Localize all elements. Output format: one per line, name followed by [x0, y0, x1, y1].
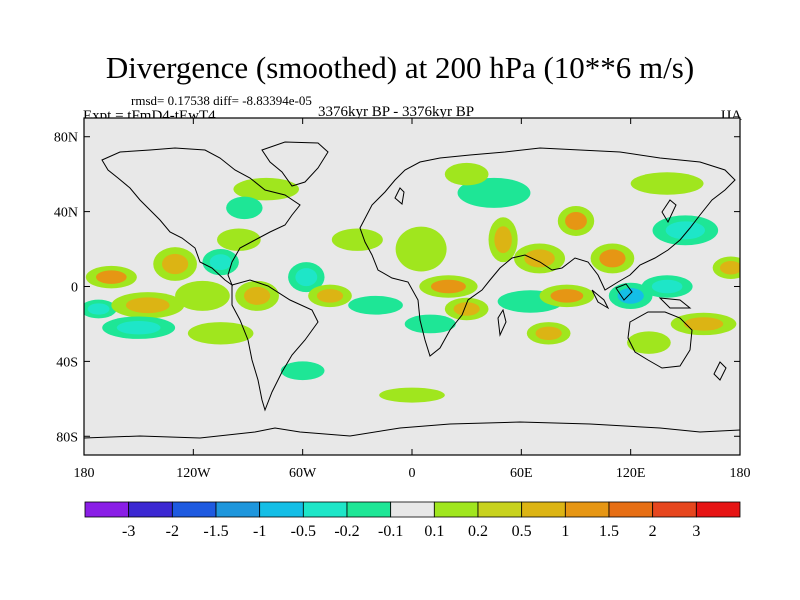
colorbar-label: -0.2	[334, 523, 359, 540]
colorbar-swatch	[302, 501, 348, 518]
contour-blob	[395, 226, 447, 272]
contour-core	[209, 254, 232, 271]
y-tick-label: 40S	[56, 355, 78, 370]
colorbar-swatch	[259, 501, 304, 518]
contour-core	[665, 221, 706, 240]
contour-core	[161, 253, 189, 275]
coast-sumatra	[591, 289, 610, 310]
colorbar-label: -0.5	[291, 523, 316, 540]
contour-core	[125, 297, 170, 314]
contour-fields	[84, 162, 740, 403]
contour-core	[651, 279, 683, 294]
coastlines	[84, 141, 740, 439]
contour-blob	[175, 280, 230, 311]
coast-new-guinea	[658, 297, 692, 309]
x-tick-label: 120E	[616, 466, 646, 481]
contour-core	[116, 320, 161, 335]
colorbar-label: 2	[649, 523, 657, 540]
contour-core	[430, 279, 466, 294]
contour-core	[535, 326, 562, 341]
colorbar-swatch	[215, 501, 261, 518]
colorbar: -3 -2 -1.5 -1 -0.5 -0.2 -0.1 0.1 0.2 0.5 1 1.5 2 3	[84, 501, 741, 540]
contour-core	[453, 302, 480, 316]
colorbar-swatch	[477, 501, 523, 518]
contour-blob	[457, 177, 531, 208]
colorbar-label: -0.1	[378, 523, 403, 540]
colorbar-swatch	[608, 501, 654, 518]
contour-core	[683, 317, 724, 331]
contour-blob	[444, 162, 489, 186]
contour-blob	[217, 228, 261, 251]
coast-antarctica	[84, 421, 740, 439]
x-tick-label: 60W	[289, 466, 317, 481]
colorbar-swatch	[84, 501, 130, 518]
contour-core	[96, 270, 127, 284]
coast-britain	[394, 187, 405, 205]
colorbar-swatch	[521, 501, 566, 518]
contour-blob	[630, 172, 704, 195]
y-tick-label: 80N	[54, 131, 78, 146]
contour-blob	[331, 228, 383, 251]
coast-new-zealand	[713, 361, 727, 381]
y-tick-label: 0	[71, 281, 78, 296]
x-tick-label: 180	[74, 466, 95, 481]
contour-core	[599, 249, 626, 268]
colorbar-swatch	[695, 501, 741, 518]
colorbar-label: -3	[122, 523, 135, 540]
contour-blob	[348, 295, 403, 315]
contour-blob	[379, 387, 445, 403]
colorbar-swatch	[346, 501, 392, 518]
contour-core	[565, 211, 587, 230]
contour-core	[243, 286, 271, 305]
contour-blob	[627, 331, 671, 354]
contour-core	[494, 226, 512, 254]
x-tick-label: 60E	[510, 466, 533, 481]
coast-greenland	[261, 141, 329, 187]
chart-title: Divergence (smoothed) at 200 hPa (10**6 …	[105, 50, 695, 85]
colorbar-swatch	[128, 501, 173, 518]
x-tick-label: 120W	[176, 466, 211, 481]
coast-borneo	[615, 283, 633, 301]
coast-madagascar	[497, 308, 507, 337]
colorbar-label: 3	[692, 523, 700, 540]
contour-blob	[404, 314, 456, 334]
y-tick-label: 40N	[54, 206, 78, 221]
contour-core	[316, 289, 344, 303]
y-tick-label: 80S	[56, 430, 78, 445]
colorbar-label: -2	[166, 523, 179, 540]
contour-blob	[187, 322, 254, 345]
x-tick-label: 180	[730, 466, 751, 481]
colorbar-label: 0.5	[512, 523, 532, 540]
colorbar-label: -1.5	[203, 523, 228, 540]
colorbar-label: 0.2	[468, 523, 488, 540]
colorbar-label: 1	[561, 523, 569, 540]
contour-core	[524, 249, 555, 268]
x-tick-label: 0	[409, 466, 416, 481]
colorbar-label: -1	[253, 523, 266, 540]
axis-ticks: 180 120W 60W 0 60E 120E 180 80N 40N 0 40S 80S	[54, 118, 751, 481]
colorbar-swatch	[390, 501, 435, 518]
contour-blob	[280, 361, 325, 381]
rmsd-stats: rmsd= 0.17538 diff= -8.83394e-05	[131, 93, 312, 108]
contour-core	[550, 289, 584, 303]
contour-core	[87, 303, 110, 315]
coast-eurasia-africa	[359, 147, 736, 357]
contour-core	[295, 268, 318, 287]
coast-japan	[661, 199, 677, 224]
colorbar-swatch	[652, 501, 697, 518]
colorbar-swatch	[171, 501, 217, 518]
coast-australia	[627, 311, 693, 369]
colorbar-label: 1.5	[599, 523, 619, 540]
contour-blob	[226, 196, 263, 220]
colorbar-label: 0.1	[424, 523, 444, 540]
period-label: 3376kyr BP - 3376kyr BP	[318, 104, 475, 120]
coast-north-america	[101, 147, 301, 287]
contour-core	[719, 261, 740, 275]
colorbar-swatch	[433, 501, 479, 518]
colorbar-swatch	[564, 501, 610, 518]
coast-south-america	[231, 279, 319, 412]
